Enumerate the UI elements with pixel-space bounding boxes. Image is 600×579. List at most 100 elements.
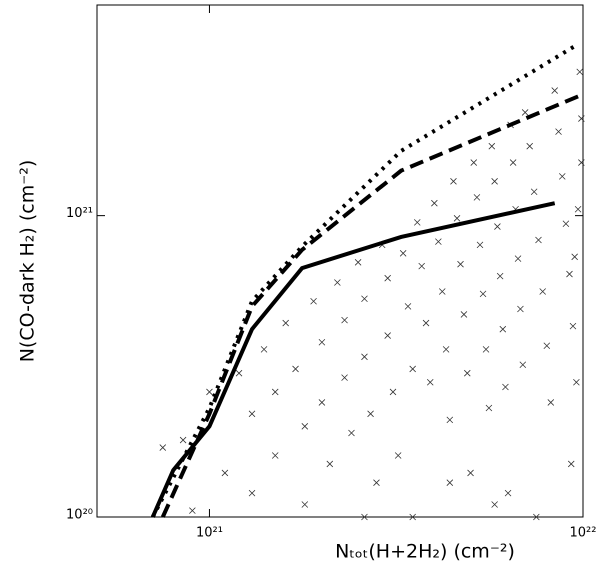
scatter-point	[413, 219, 421, 226]
scatter-point	[348, 429, 355, 437]
scatter-point	[206, 388, 213, 396]
scatter-point	[555, 128, 562, 135]
scatter-point	[573, 378, 580, 386]
scatter-point	[578, 159, 585, 166]
scatter-point	[485, 404, 493, 412]
scatter-point	[389, 388, 397, 396]
scatter-point	[361, 353, 368, 361]
y-tick-label: 10²¹	[66, 206, 93, 221]
scatter-point	[473, 194, 481, 201]
scatter-point	[260, 346, 268, 353]
scatter-point	[463, 369, 471, 377]
scatter-point	[292, 365, 299, 373]
scatter-point	[409, 513, 416, 521]
scatter-point	[539, 288, 546, 295]
scatter-point	[384, 274, 391, 282]
scatter-point	[533, 513, 540, 521]
curve	[150, 44, 576, 518]
scatter-point	[361, 295, 368, 303]
scatter-point	[453, 215, 461, 222]
scatter-point	[482, 346, 490, 353]
scatter-point	[341, 374, 348, 381]
x-axis-label: Nₜₒₜ(H+2H₂) (cm⁻²)	[335, 541, 515, 563]
scatter-point	[367, 410, 374, 418]
scatter-point	[566, 270, 573, 278]
scatter-point	[470, 159, 478, 166]
scatter-point	[235, 369, 243, 377]
scatter-point	[494, 223, 501, 230]
scatter-point	[519, 361, 527, 369]
scatter-point	[384, 332, 391, 339]
scatter-point	[491, 178, 498, 185]
scatter-point	[426, 378, 434, 386]
scatter-point	[569, 322, 577, 330]
scatter-point	[488, 142, 496, 150]
scatter-point	[394, 452, 402, 459]
x-tick-label: 10²²	[570, 526, 597, 541]
scatter-point	[354, 259, 362, 266]
scatter-point	[438, 288, 446, 295]
scatter-point	[404, 303, 412, 310]
scatter-point	[301, 501, 309, 508]
scatter-point	[491, 501, 498, 508]
scatter-point	[442, 346, 450, 353]
scatter-point	[457, 260, 464, 268]
scatter-point	[373, 479, 380, 486]
scatter-point	[576, 68, 584, 76]
scatter-point	[271, 452, 279, 459]
scatter-point	[535, 236, 542, 244]
scatter-point	[574, 205, 582, 213]
scatter-point	[460, 311, 468, 318]
x-tick-label: 10²¹	[196, 526, 223, 541]
scatter-point	[318, 399, 326, 406]
scatter-point	[341, 316, 348, 324]
curve	[150, 201, 556, 518]
scatter-point	[248, 410, 256, 418]
scatter-point	[509, 159, 517, 166]
scatter-point	[551, 87, 558, 94]
scatter-point	[521, 109, 529, 116]
scatter-point	[310, 297, 317, 305]
scatter-point	[547, 399, 555, 406]
scatter-point	[467, 469, 474, 477]
scatter-point	[179, 436, 187, 444]
scatter-point	[504, 489, 512, 497]
scatter-point	[399, 250, 407, 257]
scatter-point	[502, 383, 509, 391]
scatter-point	[334, 279, 341, 286]
scatter-point	[526, 142, 533, 150]
scatter-point	[476, 241, 484, 249]
scatter-point	[221, 469, 229, 477]
scatter-point	[326, 460, 334, 468]
scatter-point	[422, 319, 430, 327]
scatter-point	[189, 507, 196, 514]
scatter-point	[435, 238, 442, 245]
scatter-point	[446, 479, 454, 486]
scatter-point	[567, 460, 575, 468]
scatter-point	[409, 365, 416, 373]
scatter-point	[517, 305, 524, 313]
scatter-point	[271, 388, 279, 396]
scatter-point	[446, 416, 454, 424]
scatter-point	[562, 220, 570, 228]
scatter-point	[418, 262, 425, 270]
y-tick-label: 10²⁰	[66, 508, 93, 523]
scatter-point	[282, 319, 289, 327]
scatter-point	[159, 444, 167, 451]
scatter-point	[318, 338, 326, 346]
scatter-point	[558, 173, 566, 180]
plot-frame	[96, 4, 584, 518]
scatter-point	[301, 422, 309, 430]
scatter-point	[479, 290, 487, 298]
scatter-point	[496, 272, 504, 280]
scatter-point	[361, 513, 368, 521]
scatter-point	[514, 255, 522, 262]
scatter-point	[571, 253, 578, 261]
scatter-point	[450, 178, 457, 185]
scatter-point	[530, 188, 538, 196]
scatter-point	[499, 325, 507, 333]
curve	[160, 93, 581, 518]
scatter-point	[578, 115, 585, 122]
